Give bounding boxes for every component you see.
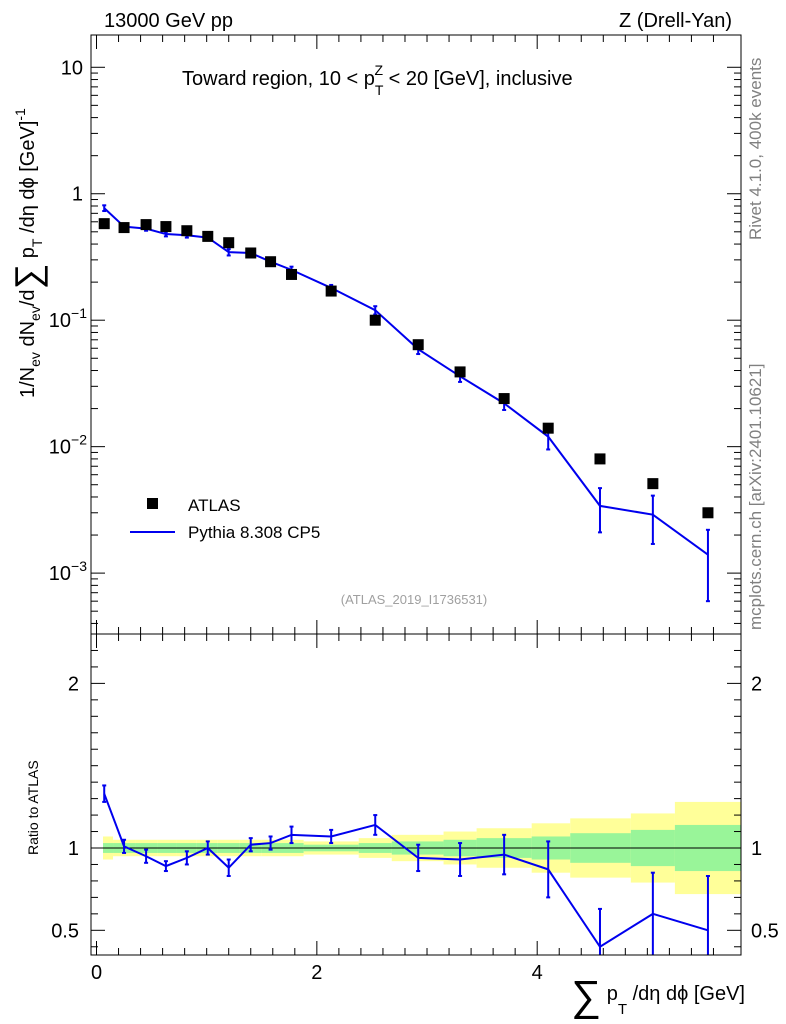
x-tick-label: 2	[311, 962, 322, 984]
ratio-y-tick-label: 1	[68, 838, 79, 860]
atlas-data-point	[118, 222, 130, 234]
atlas-data-point	[325, 285, 337, 297]
main-y-tick-label: 10−2	[49, 432, 87, 459]
atlas-data-point	[647, 478, 659, 490]
analysis-id-label: (ATLAS_2019_I1736531)	[341, 592, 487, 607]
title-text-b: < 20 [GeV], inclusive	[383, 68, 573, 90]
title-superscript: Z	[374, 62, 383, 78]
atlas-data-point	[181, 225, 193, 237]
ratio-y-tick-label-right: 1	[751, 838, 762, 860]
x-axis-label: ∑ pT /dη dϕ [GeV]	[571, 972, 745, 1019]
header-left-label: 13000 GeV pp	[104, 10, 233, 32]
atlas-data-point	[98, 218, 110, 230]
main-axis-ticks: 10−3 10−2 10−1 1 10	[49, 35, 741, 634]
main-y-tick-label: 10	[61, 57, 83, 79]
atlas-data-point	[369, 314, 381, 326]
atlas-data-point	[542, 422, 554, 434]
ratio-axis-ticks: 0.5 0.5 1 1 2 2 0 2 4	[51, 634, 779, 984]
main-y-tick-label: 10−1	[49, 305, 87, 332]
atlas-data-point	[265, 256, 277, 268]
atlas-data-point	[498, 393, 510, 405]
legend-atlas-marker	[147, 498, 158, 509]
x-tick-label: 4	[532, 962, 543, 984]
title-text-a: Toward region, 10 < p	[182, 68, 375, 90]
header-right-label: Z (Drell-Yan)	[619, 10, 732, 32]
atlas-data-point	[454, 366, 466, 378]
ratio-y-axis-label: Ratio to ATLAS	[25, 760, 41, 855]
atlas-data-point	[223, 237, 235, 249]
ratio-panel-frame	[90, 633, 742, 956]
title-subscript: T	[375, 82, 384, 98]
atlas-data-point	[160, 221, 172, 233]
atlas-data-point	[702, 507, 714, 519]
atlas-data-point	[412, 339, 424, 351]
ratio-plot-area	[102, 784, 710, 955]
atlas-data-point	[245, 247, 257, 259]
main-plot-area	[98, 204, 714, 603]
mcplots-source-label: mcplots.cern.ch [arXiv:2401.10621]	[746, 364, 765, 630]
rivet-version-label: Rivet 4.1.0, 400k events	[746, 58, 765, 240]
ratio-y-tick-label: 2	[68, 673, 79, 695]
atlas-data-point	[202, 230, 214, 242]
main-plot-title: Toward region, 10 < pTZ < 20 [GeV], incl…	[182, 62, 573, 98]
legend-atlas-label: ATLAS	[188, 496, 241, 515]
atlas-data-point	[140, 219, 152, 231]
x-tick-label: 0	[91, 962, 102, 984]
atlas-data-point	[286, 268, 298, 280]
ratio-y-tick-label-right: 2	[751, 673, 762, 695]
main-y-tick-label: 1	[72, 184, 83, 206]
ratio-y-tick-label: 0.5	[51, 920, 79, 942]
atlas-data-point	[594, 453, 606, 465]
main-y-tick-label: 10−3	[49, 558, 87, 585]
ratio-y-tick-label-right: 0.5	[751, 920, 779, 942]
legend: ATLAS Pythia 8.308 CP5	[130, 496, 320, 542]
legend-pythia-label: Pythia 8.308 CP5	[188, 523, 320, 542]
